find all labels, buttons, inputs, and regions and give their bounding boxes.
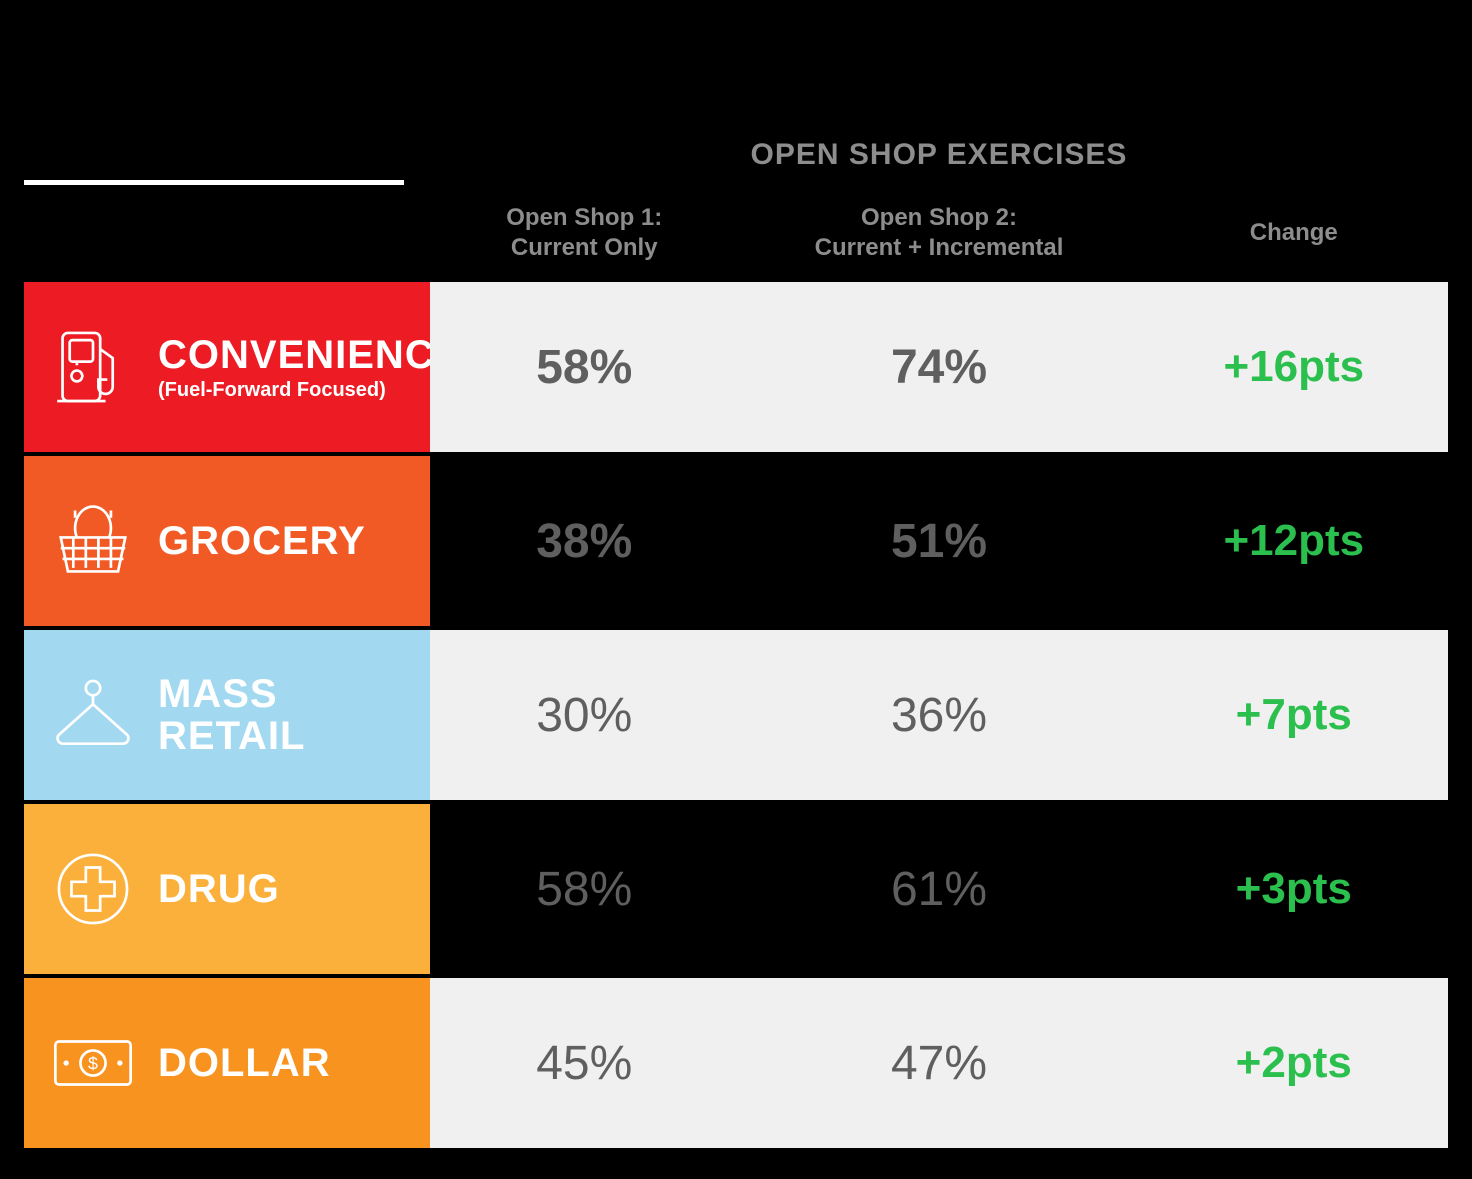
row-label-mass-retail: MASS RETAIL [24, 630, 430, 800]
fuel-pump-icon [50, 324, 136, 410]
value-open-shop-2: 61% [738, 804, 1139, 974]
section-title: OPEN SHOP EXERCISES [430, 138, 1448, 172]
col1-line1: Open Shop 1: [430, 203, 738, 233]
row-sublabel: (Fuel-Forward Focused) [158, 380, 462, 401]
infographic-root: OPEN SHOP EXERCISES Open Shop 1: Current… [0, 0, 1472, 1179]
value-change: +16pts [1140, 282, 1448, 452]
value-change: +7pts [1140, 630, 1448, 800]
row-label-convenience: CONVENIENCE(Fuel-Forward Focused) [24, 282, 430, 452]
col2-line1: Open Shop 2: [738, 203, 1139, 233]
row-label-text: DRUG [158, 868, 280, 910]
table-row: GROCERY 38%51%+12pts [24, 456, 1448, 626]
column-header-3: Change [1140, 198, 1448, 268]
value-open-shop-2: 51% [738, 456, 1139, 626]
value-open-shop-1: 58% [430, 804, 738, 974]
basket-icon [50, 498, 136, 584]
header-divider [24, 180, 404, 185]
value-change: +3pts [1140, 804, 1448, 974]
table-row: MASS RETAIL30%36%+7pts [24, 630, 1448, 800]
row-label-text: MASS RETAIL [158, 673, 412, 757]
value-change: +12pts [1140, 456, 1448, 626]
column-headers: Open Shop 1: Current Only Open Shop 2: C… [430, 198, 1448, 268]
value-open-shop-1: 38% [430, 456, 738, 626]
col2-line2: Current + Incremental [738, 233, 1139, 263]
table-row: DOLLAR 45%47%+2pts [24, 978, 1448, 1148]
row-label-text: DOLLAR [158, 1042, 331, 1084]
value-open-shop-1: 30% [430, 630, 738, 800]
row-label-grocery: GROCERY [24, 456, 430, 626]
value-open-shop-1: 45% [430, 978, 738, 1148]
col1-line2: Current Only [430, 233, 738, 263]
value-open-shop-1: 58% [430, 282, 738, 452]
table-rows: CONVENIENCE(Fuel-Forward Focused)58%74%+… [24, 282, 1448, 1152]
value-open-shop-2: 47% [738, 978, 1139, 1148]
value-change: +2pts [1140, 978, 1448, 1148]
value-open-shop-2: 74% [738, 282, 1139, 452]
col3-line1: Change [1140, 218, 1448, 248]
dollar-bill-icon [50, 1020, 136, 1106]
column-header-1: Open Shop 1: Current Only [430, 198, 738, 268]
row-label-text: CONVENIENCE(Fuel-Forward Focused) [158, 334, 462, 401]
value-open-shop-2: 36% [738, 630, 1139, 800]
table-row: CONVENIENCE(Fuel-Forward Focused)58%74%+… [24, 282, 1448, 452]
hanger-icon [50, 672, 136, 758]
table-row: DRUG 58%61%+3pts [24, 804, 1448, 974]
row-label-dollar: DOLLAR [24, 978, 430, 1148]
row-label-text: GROCERY [158, 520, 366, 562]
row-label-drug: DRUG [24, 804, 430, 974]
column-header-2: Open Shop 2: Current + Incremental [738, 198, 1139, 268]
medical-cross-icon [50, 846, 136, 932]
